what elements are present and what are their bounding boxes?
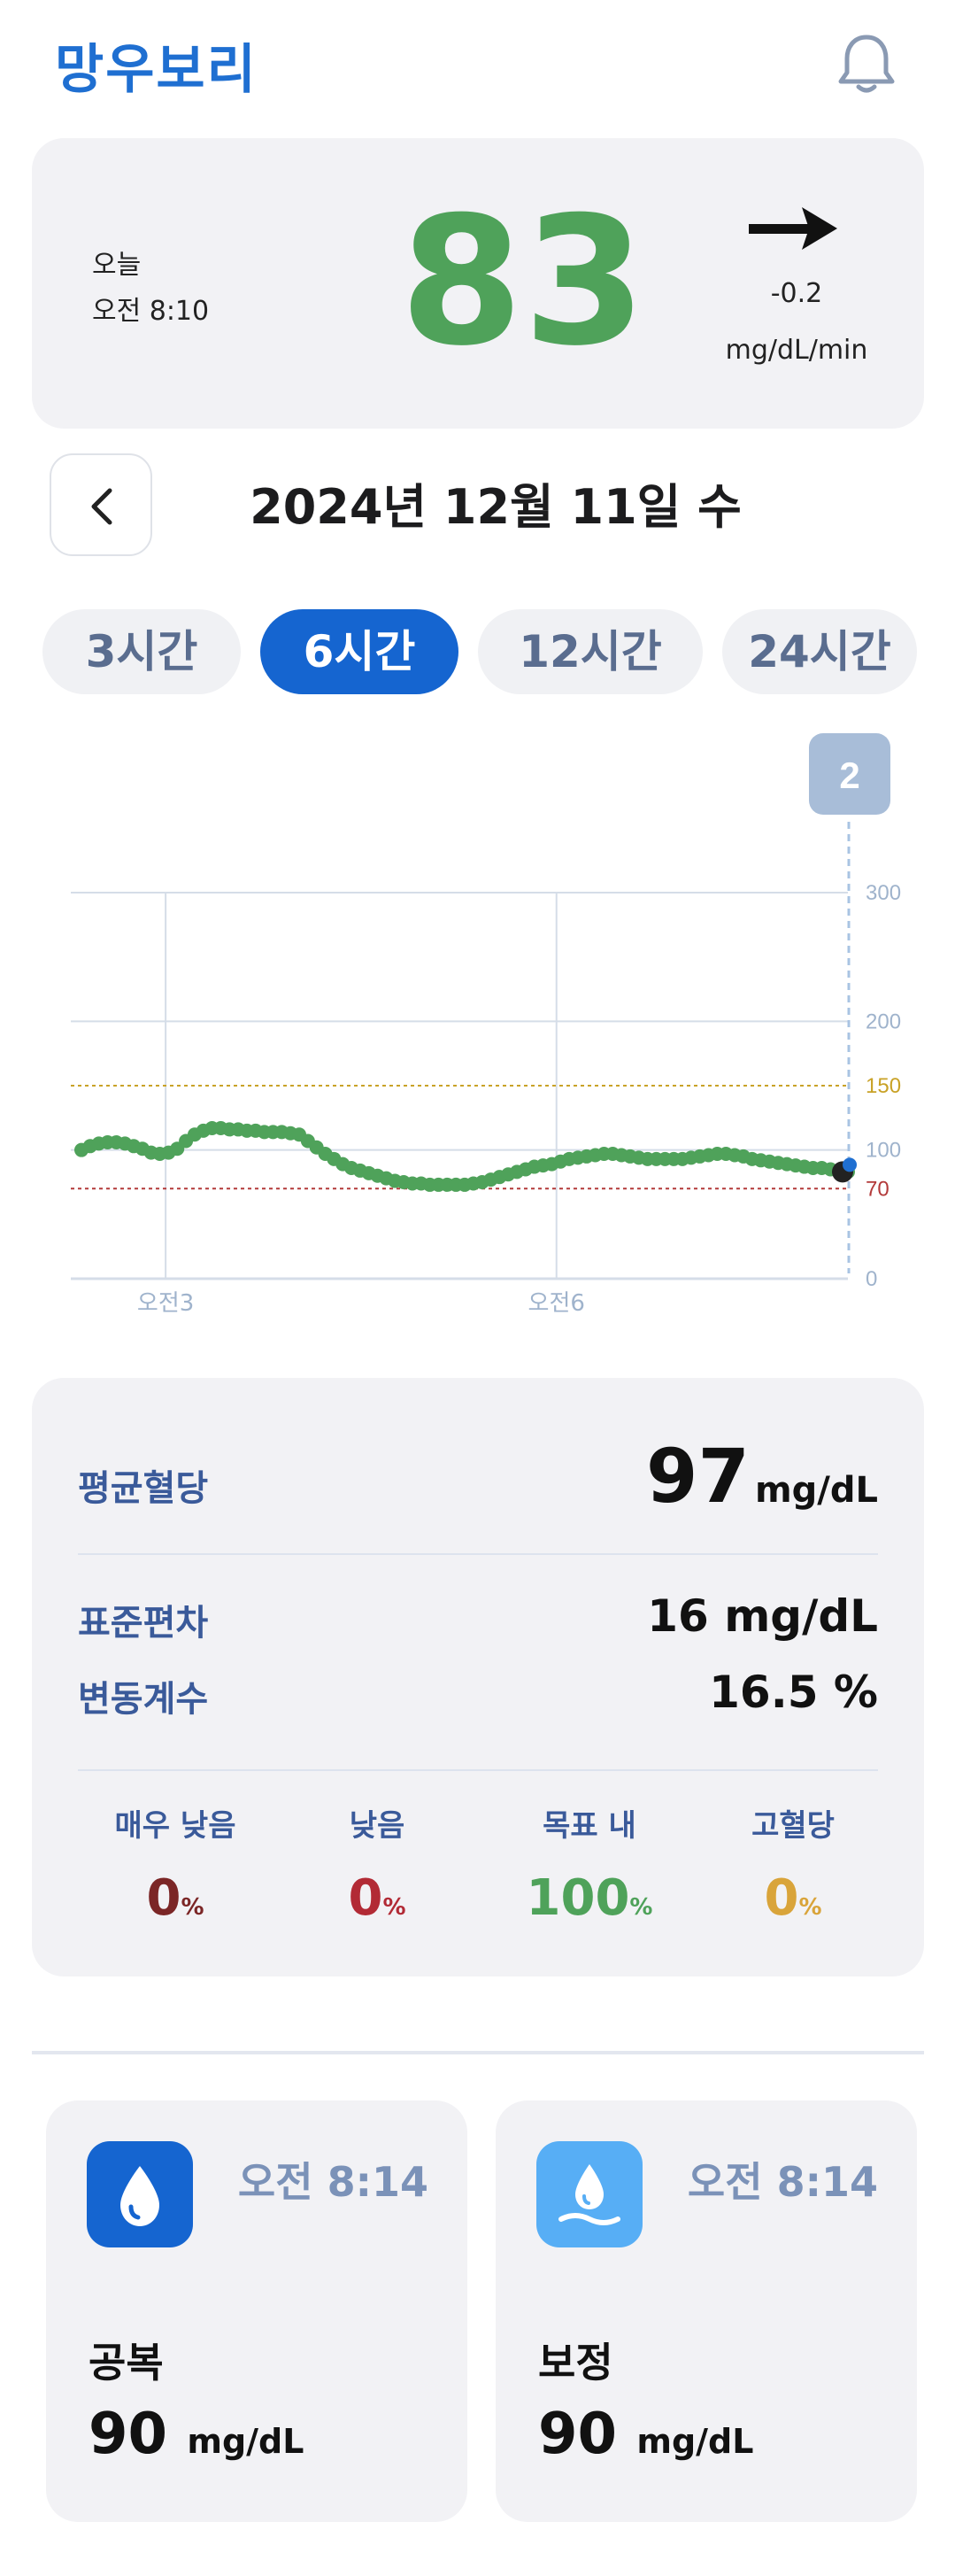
range-label: 고혈당 [751,1808,835,1844]
divider [78,1553,878,1555]
average-glucose-unit: mg/dL [754,1470,878,1511]
y-tick-label: 100 [866,1139,901,1163]
event-badge[interactable] [809,733,890,815]
average-glucose-value: 97 [646,1433,750,1520]
record-value: 90 mg/dL [89,2402,304,2467]
range-in-target: 목표 내 100% [483,1801,696,1927]
range-value: 100% [526,1869,653,1927]
tab-12h[interactable]: 12시간 [478,609,703,694]
tab-6h[interactable]: 6시간 [260,609,458,694]
range-value: 0% [764,1869,822,1927]
statistics-card: 평균혈당 97 mg/dL 표준편차 16 mg/dL 변동계수 16.5 % 매… [32,1378,924,1976]
y-tick-label: 70 [866,1177,890,1201]
range-very-low: 매우 낮음 0% [69,1801,281,1927]
average-glucose: 97 mg/dL [646,1433,878,1520]
record-card-fasting[interactable]: 오전 8:14 공복 90 mg/dL [46,2100,467,2522]
trend-rate-unit: mg/dL/min [725,335,868,366]
trend-rate: -0.2 [770,278,823,309]
y-tick-label: 300 [866,881,901,905]
standard-deviation-value: 16 mg/dL [647,1590,878,1642]
record-card-calibration[interactable]: 오전 8:14 보정 90 mg/dL [496,2100,917,2522]
current-glucose-card: 오늘 오전 8:10 83 -0.2 mg/dL/min [32,138,924,429]
tab-3h[interactable]: 3시간 [42,609,241,694]
range-value: 0% [146,1869,204,1927]
section-divider [32,2051,924,2054]
current-glucose-value: 83 [399,179,647,385]
record-value: 90 mg/dL [538,2402,754,2467]
record-time: 오전 8:14 [237,2158,428,2206]
range-label: 목표 내 [543,1808,636,1844]
selected-date: 2024년 12월 11일 수 [250,479,742,535]
calibration-drop-icon [536,2141,643,2247]
latest-point-dot [843,1157,857,1172]
coefficient-of-variation-label: 변동계수 [78,1679,209,1720]
y-tick-label: 150 [866,1074,901,1098]
range-label: 낮음 [349,1808,405,1844]
glucose-chart[interactable]: 2 0 70 100 150 200 300 오전3 오전6 [0,726,955,1328]
x-tick-label: 오전3 [137,1290,194,1317]
range-low: 낮음 0% [271,1801,483,1927]
tab-24h[interactable]: 24시간 [722,609,917,694]
average-glucose-label: 평균혈당 [78,1468,209,1509]
record-type: 공복 [89,2339,164,2386]
record-type: 보정 [538,2339,613,2386]
reading-time-block: 오늘 오전 8:10 [92,243,209,335]
y-tick-label: 0 [866,1267,877,1291]
range-value: 0% [348,1869,406,1927]
app-title: 망우보리 [55,39,258,101]
trend-arrow-right-icon [745,202,843,255]
standard-deviation-label: 표준편차 [78,1603,209,1644]
notification-bell-icon[interactable] [836,32,897,96]
today-label: 오늘 [92,250,142,281]
divider [78,1769,878,1771]
range-high: 고혈당 0% [687,1801,899,1927]
y-tick-label: 200 [866,1010,901,1033]
range-label: 매우 낮음 [114,1808,236,1844]
record-time: 오전 8:14 [687,2158,878,2206]
coefficient-of-variation-value: 16.5 % [709,1667,878,1718]
chevron-left-icon [91,488,112,525]
blood-drop-icon [87,2141,193,2247]
previous-day-button[interactable] [50,453,152,556]
x-tick-label: 오전6 [528,1290,585,1317]
event-badge-count: 2 [839,754,859,796]
reading-time: 오전 8:10 [92,296,210,327]
